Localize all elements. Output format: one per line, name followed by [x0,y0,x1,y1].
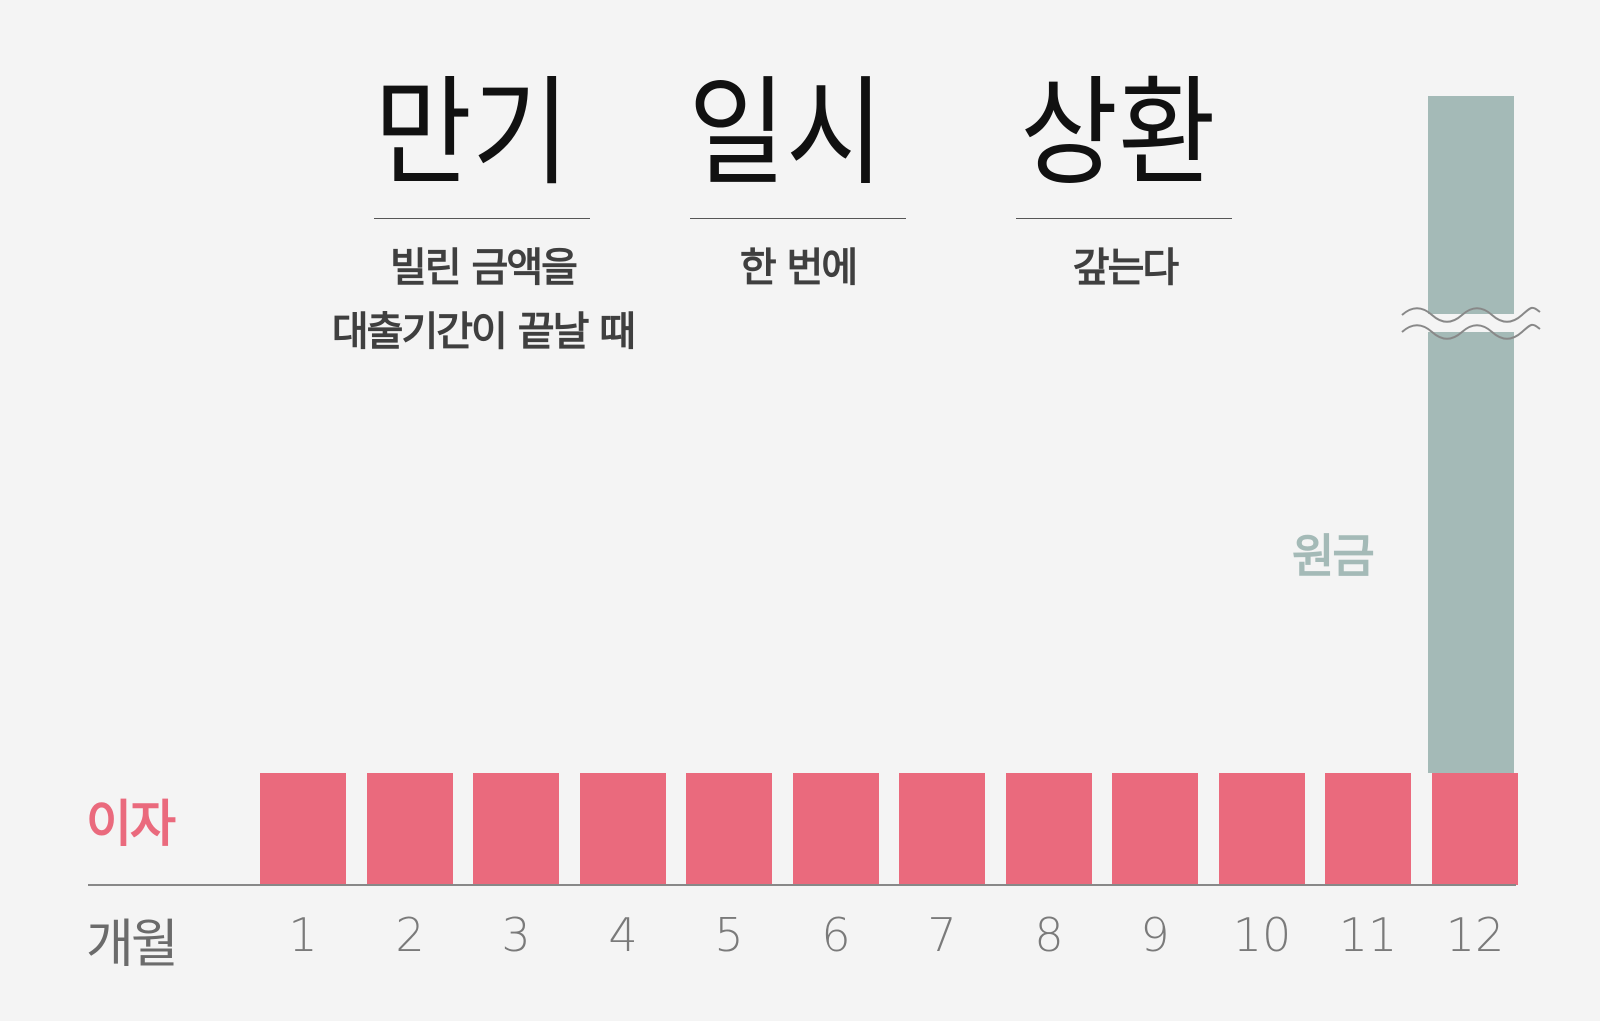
x-tick-label: 3 [501,908,531,962]
axis-break-icon [1401,306,1541,340]
explanation-line: 갚는다 [1072,245,1179,291]
x-tick-label: 1 [288,908,318,962]
x-axis-unit-label: 개월 [86,915,179,975]
explanation-repayment: 갚는다 [945,236,1305,300]
x-axis-line [88,884,1516,886]
principal-label: 원금 [1292,529,1375,583]
title-underline-1 [374,218,590,219]
explanation-maturity: 빌린 금액을 대출기간이 끝날 때 [303,236,663,364]
title-underline-3 [1016,218,1232,219]
title-word-maturity: 만기 [374,64,570,202]
explanation-line: 대출기간이 끝날 때 [331,309,636,355]
interest-bar-11 [1325,773,1411,885]
interest-bar-12 [1432,773,1518,885]
title-word-lump-sum: 일시 [688,64,884,202]
interest-label: 이자 [86,795,176,853]
interest-bar-1 [260,773,346,885]
explanation-lump-sum: 한 번에 [618,236,978,300]
title-word-repayment: 상환 [1020,64,1216,202]
interest-bar-8 [1006,773,1092,885]
x-tick-label: 4 [608,908,638,962]
x-tick-label: 7 [927,908,957,962]
x-tick-label: 6 [821,908,851,962]
principal-bar-12 [1428,96,1514,773]
x-tick-label: 8 [1034,908,1064,962]
title-underline-2 [690,218,906,219]
interest-bar-5 [686,773,772,885]
x-tick-label: 12 [1445,908,1505,962]
x-tick-label: 5 [714,908,744,962]
x-tick-label: 11 [1338,908,1398,962]
interest-bar-7 [899,773,985,885]
x-tick-label: 10 [1232,908,1292,962]
interest-bar-4 [580,773,666,885]
interest-bar-9 [1112,773,1198,885]
explanation-line: 한 번에 [739,245,858,291]
explanation-line: 빌린 금액을 [390,245,578,291]
interest-bar-10 [1219,773,1305,885]
interest-bar-6 [793,773,879,885]
x-tick-label: 2 [395,908,425,962]
x-tick-label: 9 [1140,908,1170,962]
interest-bar-2 [367,773,453,885]
interest-bar-3 [473,773,559,885]
